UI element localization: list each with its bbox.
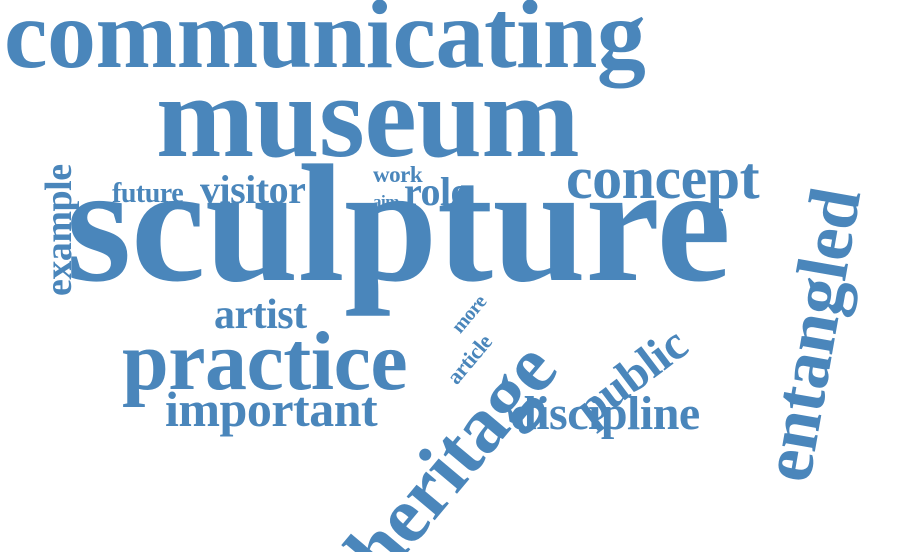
- word-visitor: visitor: [200, 167, 306, 212]
- word-practice: practice: [122, 315, 408, 408]
- word-example: example: [38, 164, 80, 296]
- word-future: future: [112, 178, 184, 209]
- word-role: role: [404, 169, 468, 214]
- word-communicating: communicating: [4, 0, 646, 89]
- word-work: work: [373, 162, 423, 187]
- word-sculpture: sculpture: [66, 131, 731, 317]
- word-artist: artist: [214, 292, 307, 338]
- word-entangled: entangled: [746, 182, 877, 488]
- word-aim: aim: [373, 192, 399, 211]
- word-museum: museum: [156, 51, 580, 182]
- word-important: important: [165, 381, 378, 437]
- word-discipline: discipline: [510, 387, 700, 440]
- word-concept: concept: [566, 145, 760, 211]
